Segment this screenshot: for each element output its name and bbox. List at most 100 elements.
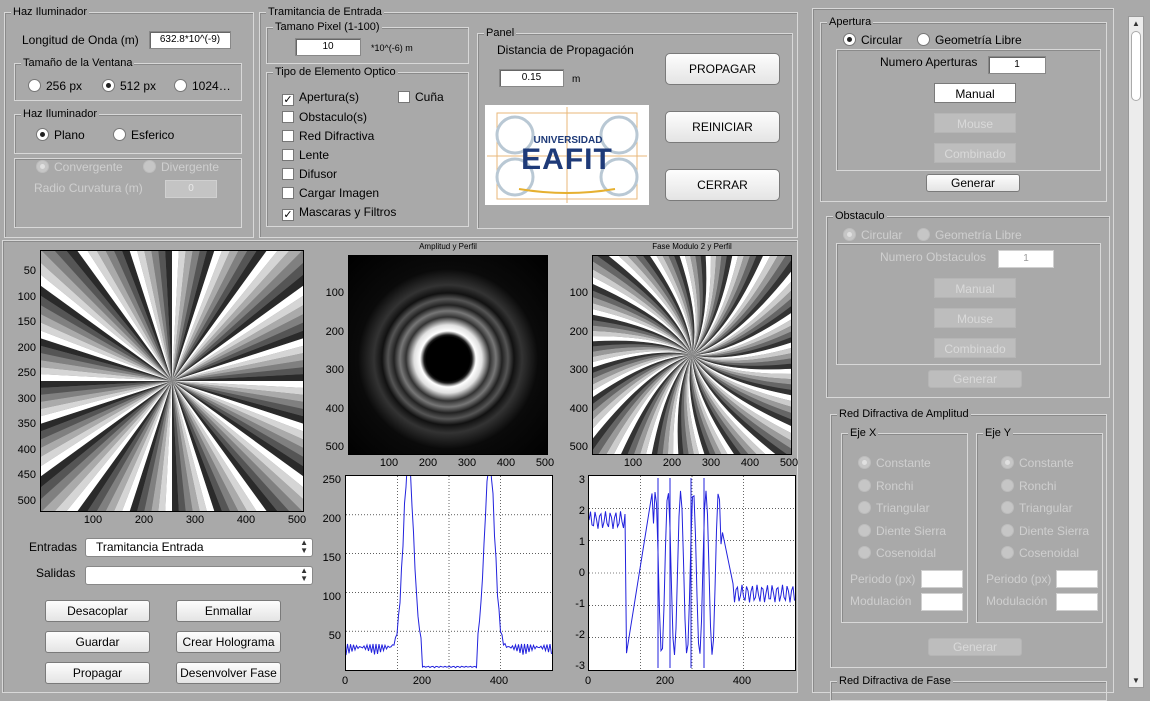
- obstaculo-panel: Obstaculo: [826, 209, 1110, 398]
- enmallar-button[interactable]: Enmallar: [176, 600, 281, 622]
- fase-image: [592, 255, 792, 455]
- salidas-label: Salidas: [36, 566, 76, 580]
- modulacion-x-input[interactable]: [921, 593, 963, 611]
- crear-holograma-button[interactable]: Crear Holograma: [176, 631, 281, 653]
- cargar-imagen-checkbox[interactable]: Cargar Imagen: [282, 186, 379, 201]
- obstaculo-geometria-radio[interactable]: Geometría Libre: [917, 228, 1022, 243]
- numero-aperturas-input[interactable]: 1: [988, 56, 1046, 74]
- wavelength-input[interactable]: 632.8*10^(-9): [149, 31, 231, 49]
- red-difractiva-title: Red Difractiva de Amplitud: [837, 407, 971, 421]
- obstaculo-combinado-button[interactable]: Combinado: [934, 338, 1016, 358]
- y-tick-label: 100: [569, 287, 588, 299]
- apertura-circular-radio[interactable]: Circular: [843, 33, 902, 48]
- radio-selected-icon: [843, 33, 856, 46]
- amplitud-image: [348, 255, 548, 455]
- desenvolver-fase-button[interactable]: Desenvolver Fase: [176, 662, 281, 684]
- x-tick-label: 400: [489, 675, 509, 687]
- apertura-checkbox[interactable]: ✓ Apertura(s): [282, 90, 360, 106]
- pixel-size-input[interactable]: 10: [295, 38, 361, 56]
- propagar-button[interactable]: PROPAGAR: [665, 53, 780, 85]
- difusor-checkbox[interactable]: Difusor: [282, 167, 337, 182]
- fase-title: Fase Modulo 2 y Perfil: [652, 242, 732, 251]
- radio-selected-icon: [1001, 456, 1014, 469]
- entradas-select[interactable]: Tramitancia Entrada ▲ ▼: [85, 538, 313, 557]
- red-y-triangular-radio[interactable]: Triangular: [1001, 501, 1073, 516]
- haz-sub-title: Haz Iluminador: [21, 107, 99, 121]
- y-tick-label: 200: [322, 513, 341, 525]
- red-difractiva-checkbox[interactable]: Red Difractiva: [282, 129, 374, 144]
- radio-selected-icon: [843, 228, 856, 241]
- obstaculo-manual-button[interactable]: Manual: [934, 278, 1016, 298]
- checkbox-icon: [282, 187, 294, 199]
- propagation-panel: Panel: [477, 26, 793, 229]
- x-tick-label: 400: [496, 457, 516, 469]
- reiniciar-button[interactable]: REINICIAR: [665, 111, 780, 143]
- eje-y-panel: Eje Y: [976, 426, 1103, 623]
- apertura-mouse-button[interactable]: Mouse: [934, 113, 1016, 133]
- size-256-radio[interactable]: 256 px: [28, 79, 82, 94]
- obstaculo-mouse-button[interactable]: Mouse: [934, 308, 1016, 328]
- y-tick-label: 100: [17, 290, 36, 303]
- obstaculo-checkbox[interactable]: Obstaculo(s): [282, 110, 367, 125]
- red-x-ronchi-radio[interactable]: Ronchi: [858, 478, 913, 494]
- numero-obstaculos-label: Numero Obstaculos: [880, 250, 987, 264]
- apertura-geometria-radio[interactable]: Geometría Libre: [917, 33, 1022, 48]
- y-tick-label: 500: [569, 441, 588, 453]
- red-y-ronchi-radio[interactable]: Ronchi: [1001, 478, 1056, 494]
- scroll-down-icon[interactable]: ▼: [1132, 676, 1140, 685]
- obstaculo-circular-radio[interactable]: Circular: [843, 228, 902, 243]
- numero-obstaculos-input[interactable]: 1: [998, 250, 1054, 268]
- desacoplar-button[interactable]: Desacoplar: [45, 600, 150, 622]
- apertura-manual-button[interactable]: Manual: [934, 83, 1016, 103]
- mascaras-filtros-checkbox[interactable]: ✓ Mascaras y Filtros: [282, 205, 397, 221]
- red-y-cosenoidal-radio[interactable]: Cosenoidal: [1001, 546, 1079, 561]
- propagation-panel-title: Panel: [484, 26, 517, 40]
- salidas-select[interactable]: ▲ ▼: [85, 566, 313, 585]
- tipo-elemento-panel: Tipo de Elemento Optico: [266, 65, 469, 227]
- entradas-label: Entradas: [29, 540, 78, 554]
- radio-curvatura-input[interactable]: 0: [165, 180, 217, 198]
- propagar-small-button[interactable]: Propagar: [45, 662, 150, 684]
- cuna-checkbox[interactable]: Cuña: [398, 90, 444, 105]
- obstaculo-title: Obstaculo: [833, 209, 887, 223]
- checkbox-icon: [282, 149, 294, 161]
- periodo-y-input[interactable]: [1056, 570, 1098, 588]
- modulacion-x-label: Modulación: [850, 594, 912, 608]
- distancia-unit: m: [572, 74, 581, 85]
- divergente-radio[interactable]: Divergente: [143, 160, 219, 175]
- cerrar-button[interactable]: CERRAR: [665, 169, 780, 201]
- x-tick-label: 0: [584, 675, 592, 687]
- size-512-radio[interactable]: 512 px: [102, 79, 156, 94]
- scroll-thumb[interactable]: [1131, 31, 1141, 101]
- pixel-panel: Tamano Pixel (1-100): [266, 20, 469, 64]
- red-x-triangular-radio[interactable]: Triangular: [858, 501, 930, 516]
- lente-checkbox[interactable]: Lente: [282, 148, 329, 163]
- plano-radio[interactable]: Plano: [36, 128, 85, 143]
- red-x-diente-sierra-radio[interactable]: Diente Sierra: [858, 523, 946, 539]
- apertura-generar-button[interactable]: Generar: [926, 174, 1020, 192]
- radio-icon: [1001, 523, 1014, 537]
- logo-frame-graphic: [487, 107, 647, 203]
- periodo-x-input[interactable]: [921, 570, 963, 588]
- apertura-title: Apertura: [827, 15, 874, 29]
- distancia-input[interactable]: 0.15: [499, 69, 564, 87]
- red-y-diente-sierra-radio[interactable]: Diente Sierra: [1001, 523, 1089, 539]
- modulacion-y-input[interactable]: [1056, 593, 1098, 611]
- vertical-scrollbar[interactable]: ▲ ▼: [1128, 16, 1144, 688]
- esferico-radio[interactable]: Esferico: [113, 128, 174, 143]
- size-1024-radio[interactable]: 1024…: [174, 79, 231, 94]
- red-x-cosenoidal-radio[interactable]: Cosenoidal: [858, 546, 936, 561]
- red-x-constante-radio[interactable]: Constante: [858, 456, 931, 471]
- guardar-button[interactable]: Guardar: [45, 631, 150, 653]
- convergente-radio[interactable]: Convergente: [36, 160, 123, 175]
- apertura-panel: Apertura: [820, 15, 1107, 202]
- apertura-combinado-button[interactable]: Combinado: [934, 143, 1016, 163]
- periodo-x-label: Periodo (px): [850, 572, 916, 586]
- checkbox-icon: [282, 111, 294, 123]
- red-y-constante-radio[interactable]: Constante: [1001, 456, 1074, 471]
- scroll-up-icon[interactable]: ▲: [1132, 19, 1140, 28]
- obstaculo-generar-button[interactable]: Generar: [928, 370, 1022, 388]
- red-generar-button[interactable]: Generar: [928, 638, 1022, 656]
- radio-icon: [917, 33, 930, 46]
- y-tick-label: 100: [325, 287, 344, 299]
